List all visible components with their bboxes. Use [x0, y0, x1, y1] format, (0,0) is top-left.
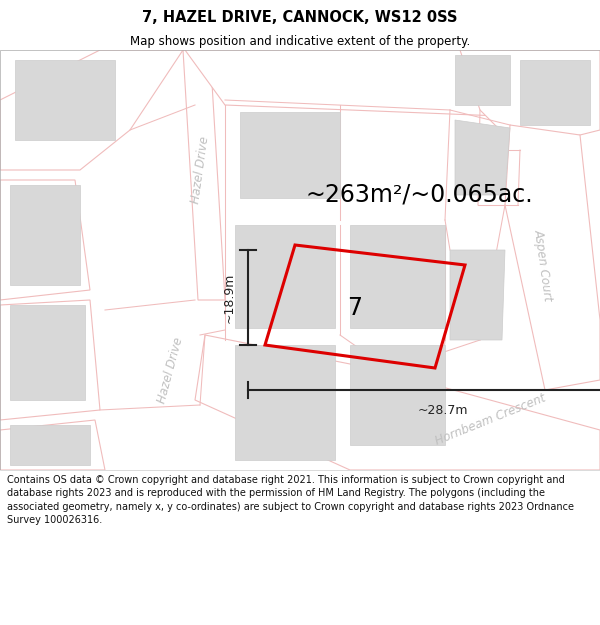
Polygon shape	[505, 125, 600, 390]
Polygon shape	[0, 180, 90, 300]
Polygon shape	[0, 420, 105, 470]
Polygon shape	[455, 55, 510, 105]
Polygon shape	[520, 60, 590, 125]
Text: ~28.7m: ~28.7m	[418, 404, 468, 417]
Polygon shape	[10, 185, 80, 285]
Polygon shape	[350, 225, 445, 328]
Polygon shape	[240, 112, 340, 198]
Polygon shape	[195, 335, 600, 470]
Text: ~18.9m: ~18.9m	[223, 272, 236, 322]
Polygon shape	[0, 50, 183, 170]
Polygon shape	[450, 250, 505, 340]
Polygon shape	[183, 50, 225, 300]
Polygon shape	[455, 120, 510, 195]
Polygon shape	[10, 305, 85, 400]
Text: Map shows position and indicative extent of the property.: Map shows position and indicative extent…	[130, 35, 470, 48]
Polygon shape	[0, 300, 100, 420]
Polygon shape	[185, 50, 600, 120]
Polygon shape	[235, 345, 335, 460]
Text: Hazel Drive: Hazel Drive	[155, 336, 185, 404]
Text: Contains OS data © Crown copyright and database right 2021. This information is : Contains OS data © Crown copyright and d…	[7, 474, 574, 526]
Polygon shape	[235, 225, 335, 328]
Polygon shape	[15, 60, 115, 140]
Text: 7, HAZEL DRIVE, CANNOCK, WS12 0SS: 7, HAZEL DRIVE, CANNOCK, WS12 0SS	[142, 10, 458, 25]
Text: Hornbeam Crescent: Hornbeam Crescent	[433, 392, 547, 448]
Polygon shape	[350, 345, 445, 445]
Text: 7: 7	[347, 296, 362, 320]
Polygon shape	[10, 425, 90, 465]
Text: ~263m²/~0.065ac.: ~263m²/~0.065ac.	[305, 183, 533, 207]
Text: Aspen Court: Aspen Court	[532, 228, 554, 302]
Polygon shape	[460, 50, 600, 150]
Text: Hazel Drive: Hazel Drive	[189, 136, 211, 204]
